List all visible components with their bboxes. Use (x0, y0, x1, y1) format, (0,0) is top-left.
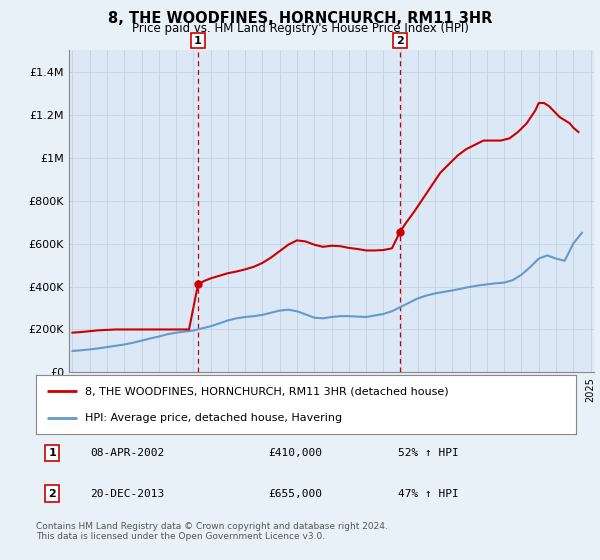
Text: 20-DEC-2013: 20-DEC-2013 (90, 489, 164, 498)
Text: 2: 2 (396, 36, 404, 45)
Text: HPI: Average price, detached house, Havering: HPI: Average price, detached house, Have… (85, 413, 342, 423)
Text: 08-APR-2002: 08-APR-2002 (90, 448, 164, 458)
Text: 8, THE WOODFINES, HORNCHURCH, RM11 3HR (detached house): 8, THE WOODFINES, HORNCHURCH, RM11 3HR (… (85, 386, 448, 396)
Text: £655,000: £655,000 (268, 489, 322, 498)
Text: £410,000: £410,000 (268, 448, 322, 458)
Text: 8, THE WOODFINES, HORNCHURCH, RM11 3HR: 8, THE WOODFINES, HORNCHURCH, RM11 3HR (108, 11, 492, 26)
Text: 1: 1 (49, 448, 56, 458)
Text: 52% ↑ HPI: 52% ↑ HPI (398, 448, 458, 458)
Text: Price paid vs. HM Land Registry's House Price Index (HPI): Price paid vs. HM Land Registry's House … (131, 22, 469, 35)
Text: Contains HM Land Registry data © Crown copyright and database right 2024.
This d: Contains HM Land Registry data © Crown c… (36, 522, 388, 542)
Text: 2: 2 (49, 489, 56, 498)
Text: 1: 1 (194, 36, 202, 45)
Text: 47% ↑ HPI: 47% ↑ HPI (398, 489, 458, 498)
